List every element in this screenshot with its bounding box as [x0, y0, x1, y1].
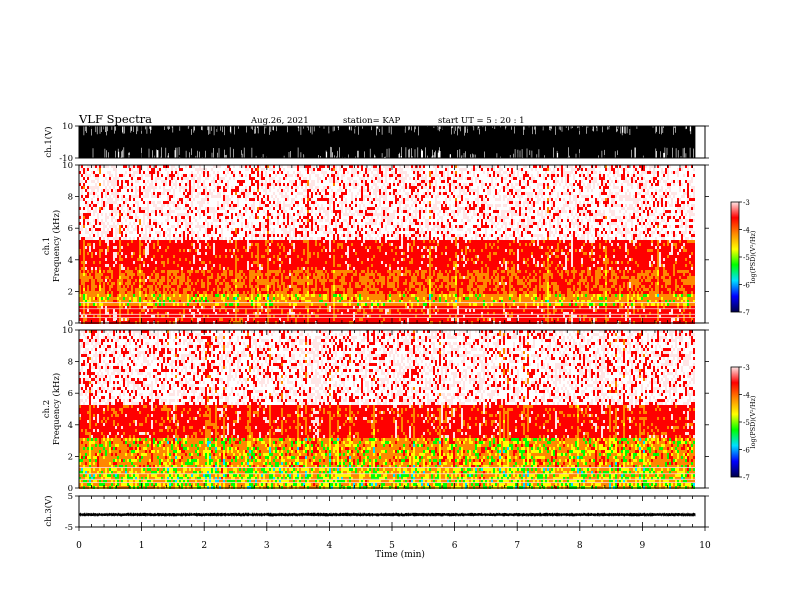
ch1-colorbar-tick-label: -5 — [743, 254, 750, 262]
ch1-colorbar-tick-label: -3 — [743, 199, 750, 207]
ch1-colorbar: -3 -4 -5 -6 -7 log(PSD)(V²/Hz) — [730, 199, 757, 317]
ch3-waveform-ylabel: ch.3(V) — [43, 495, 54, 526]
ch1-waveform-trace — [78, 126, 696, 158]
ch1-colorbar-tick-label: -6 — [743, 282, 750, 290]
ch3-waveform-ytick-label: -5 — [65, 523, 73, 533]
ch1-waveform-ytick-label: 10 — [62, 122, 73, 132]
ch1-spectrogram-heatmap-cells — [79, 165, 695, 324]
x-axis-tick-label: 6 — [452, 541, 458, 551]
ch1-spectrogram-ytick-label: 0 — [68, 319, 73, 329]
x-axis-tick-label: 3 — [264, 541, 270, 551]
ch2-colorbar-label: log(PSD)(V²/Hz) — [749, 395, 757, 448]
ch1-waveform-ytick-label: -10 — [59, 154, 73, 164]
x-axis-tick-label: 5 — [389, 541, 395, 551]
ch2-spectrogram-ytick-label: 6 — [68, 389, 73, 399]
ch3-waveform-trace — [78, 512, 696, 517]
ch2-spectrogram-panel: 0 2 4 6 8 10 — [62, 326, 709, 494]
x-axis-tick-label: 2 — [201, 541, 207, 551]
ch2-colorbar-bar — [730, 366, 740, 478]
figure-title: VLF Spectra — [78, 112, 152, 126]
ch1-spectrogram-ytick-label: 6 — [68, 224, 73, 234]
x-axis-label: Time (min) — [375, 549, 425, 560]
x-axis-tick-label: 0 — [76, 541, 82, 551]
ch3-waveform-ytick-label: 5 — [68, 492, 73, 502]
ch2-colorbar-tick-label: -6 — [743, 447, 750, 455]
date-label: Aug.26, 2021 — [250, 116, 309, 126]
ch2-spectrogram-ytick-label: 4 — [68, 421, 73, 431]
x-axis-tick-label: 7 — [514, 541, 520, 551]
ch2-spectrogram-ylabel-line1: ch.2 — [42, 400, 52, 418]
ch1-spectrogram-ytick-label: 2 — [68, 287, 73, 297]
ch2-spectrogram-ytick-label: 0 — [68, 484, 73, 494]
ch2-spectrogram-ylabel-line2: Frequency (kHz) — [51, 373, 62, 445]
ch1-spectrogram-ytick-label: 10 — [62, 161, 73, 171]
x-axis-tick-label: 10 — [699, 541, 711, 551]
ch1-colorbar-tick-label: -4 — [743, 227, 750, 235]
ch1-colorbar-tick-label: -7 — [743, 309, 750, 317]
x-axis-tick-label: 4 — [327, 541, 333, 551]
ch2-spectrogram-ytick-label: 10 — [62, 326, 73, 336]
ch2-spectrogram-ytick-label: 2 — [68, 452, 73, 462]
ch2-spectrogram-heatmap-cells — [79, 330, 695, 489]
ch2-colorbar-tick-label: -4 — [743, 392, 750, 400]
ch2-colorbar-tick-label: -3 — [743, 364, 750, 372]
ch1-spectrogram-panel: 0 2 4 6 8 10 — [62, 161, 709, 329]
ch1-spectrogram-ylabel-line1: ch.1 — [42, 237, 52, 255]
ch1-colorbar-label: log(PSD)(V²/Hz) — [749, 230, 757, 283]
ch2-spectrogram-ytick-label: 8 — [68, 358, 73, 368]
ch1-spectrogram-ytick-label: 8 — [68, 193, 73, 203]
ch2-colorbar-tick-label: -5 — [743, 419, 750, 427]
x-axis-tick-label: 9 — [640, 541, 646, 551]
ch1-spectrogram-ytick-label: 4 — [68, 256, 73, 266]
start-time-label: start UT = 5 : 20 : 1 — [438, 116, 525, 126]
ch2-colorbar: -3 -4 -5 -6 -7 log(PSD)(V²/Hz) — [730, 364, 757, 482]
x-axis-tick-label: 8 — [577, 541, 583, 551]
ch1-waveform-ylabel: ch.1(V) — [43, 126, 54, 157]
station-label: station= KAP — [343, 116, 401, 126]
ch3-waveform-panel: 5 -50 1 2 3 4 5 6 7 8 9 10 — [65, 492, 711, 551]
ch2-colorbar-tick-label: -7 — [743, 474, 750, 482]
ch1-colorbar-bar — [730, 201, 740, 313]
x-axis-tick-label: 1 — [139, 541, 145, 551]
ch1-spectrogram-ylabel-line2: Frequency (kHz) — [51, 210, 62, 282]
ch1-waveform-panel: 10 -10 — [59, 122, 709, 164]
